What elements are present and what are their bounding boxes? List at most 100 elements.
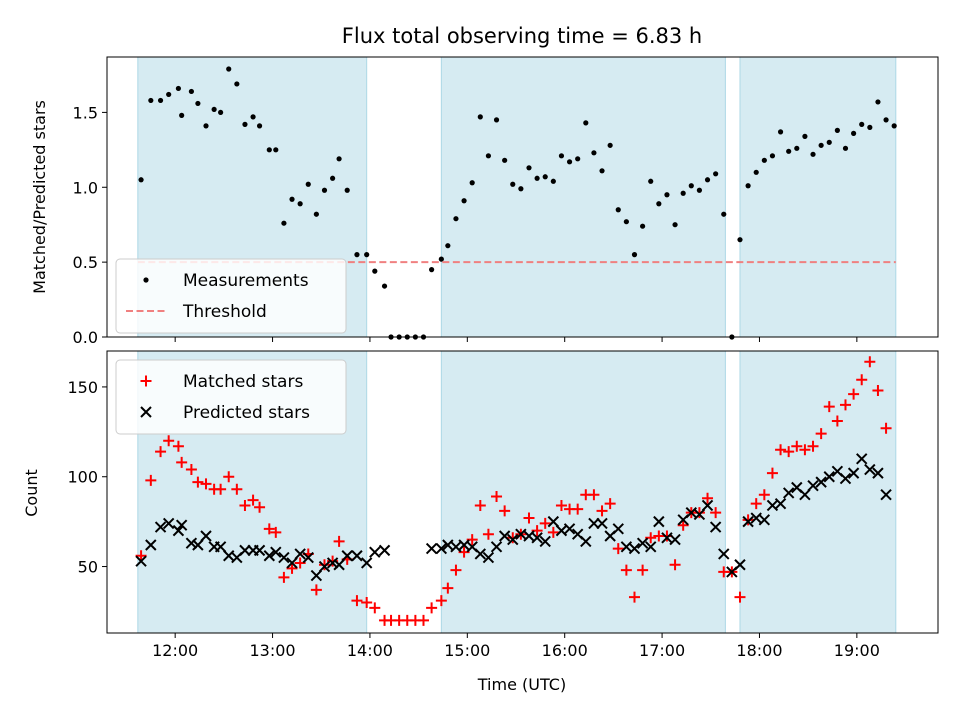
matched-star-point [200,478,212,490]
predicted-star-point [310,569,323,582]
legend-x-swatch [140,406,152,418]
measurement-point [810,151,816,157]
matched-star-point [361,596,373,608]
measurement-point [256,123,263,129]
matched-star-point [596,505,608,517]
predicted-star-point [351,550,363,562]
matched-star-point [333,535,345,547]
matched-star-point [263,523,275,535]
matched-star-point [539,517,551,529]
matched-star-point [172,440,184,452]
measurement-point [344,187,350,193]
measurement-point [753,169,759,175]
predicted-star-point [185,537,198,549]
predicted-star-point [742,515,754,528]
measurement-point [485,153,492,159]
measurement-point [859,121,865,127]
x-tick-label: 12:00 [152,641,198,660]
legend-label: Threshold [182,302,267,322]
measurement-point [313,211,319,217]
matched-star-point [758,489,770,501]
bottom-axis-ticks: 12:00 13:00 14:00 15:00 16:00 17:00 18:00 19:00… [67,378,879,660]
matched-star-point [369,602,381,614]
predicted-star-point [270,546,282,558]
matched-star-point [192,476,204,488]
matched-star-point [318,559,330,571]
matched-star-point [742,514,754,526]
measurement-point [777,129,784,135]
measurement-point [851,130,857,136]
matched-star-point [750,498,762,510]
measurement-point [648,178,654,184]
matched-star-point [491,490,503,502]
shaded-interval [440,350,726,634]
matched-star-point [310,584,322,596]
matched-star-point [163,435,175,447]
predicted-star-point [145,539,157,551]
measurement-point [891,123,897,129]
measurement-point [211,106,217,113]
matched-star-point [856,374,868,386]
measurement-point [826,139,832,145]
chart-title: Flux total observing time = 6.83 h [342,24,702,48]
predicted-star-point [636,537,649,549]
measurement-point [672,222,678,228]
predicted-star-point [669,533,681,546]
legend-label: Matched stars [183,372,303,392]
measurement-point [550,178,556,184]
predicted-star-point [563,523,576,535]
top-axes-frame [106,56,939,338]
predicted-star-point [326,557,339,569]
y-tick-label: 1.5 [73,103,98,122]
predicted-star-point [172,524,185,537]
measurement-point [234,81,240,87]
matched-star-point [450,564,462,576]
matched-star-point [880,422,892,434]
shaded-interval [739,350,897,634]
matched-star-point [734,591,746,603]
measurement-point [615,207,621,213]
predicted-star-point [856,453,868,465]
predicted-star-point [807,480,819,492]
predicted-star-point [318,560,331,573]
measurement-point [696,187,703,193]
matched-star-point [815,428,827,440]
matched-star-point [351,595,363,607]
predicted-star-point [286,557,298,569]
predicted-star-point [815,476,827,488]
predicted-star-point [175,519,188,531]
predicted-star-point [531,532,543,544]
bottom-axes-frame [106,350,939,634]
matched-star-point [864,356,876,368]
bottom-y-axis-label: Count [22,469,41,517]
predicted-star-point [612,523,624,535]
measurement-point [148,97,154,104]
matched-star-point [474,499,486,511]
measurement-point [321,187,328,193]
matched-star-point [417,614,429,626]
predicted-star-point [154,521,167,533]
matched-star-point [766,467,778,479]
measurement-point [138,177,144,183]
predicted-star-point [162,517,175,530]
measurement-point [372,268,378,274]
predicted-star-point [847,467,860,479]
predicted-star-point [498,530,511,542]
measurement-point [713,171,719,177]
predicted-star-point [378,544,391,557]
predicted-star-point [278,551,290,564]
measurement-point [842,145,849,151]
matched-star-point [620,564,632,576]
shaded-interval [739,56,897,338]
matched-star-point [807,440,819,452]
legend-box [115,258,347,334]
measurement-point [453,216,459,222]
predicted-star-point [200,530,212,542]
measurement-point [802,133,808,139]
matched-star-point [499,505,511,517]
x-tick-label: 15:00 [444,641,490,660]
measurement-point [429,267,435,273]
measurement-point [477,114,483,120]
measurement-point [786,148,792,154]
y-tick-label: 100 [67,468,98,487]
